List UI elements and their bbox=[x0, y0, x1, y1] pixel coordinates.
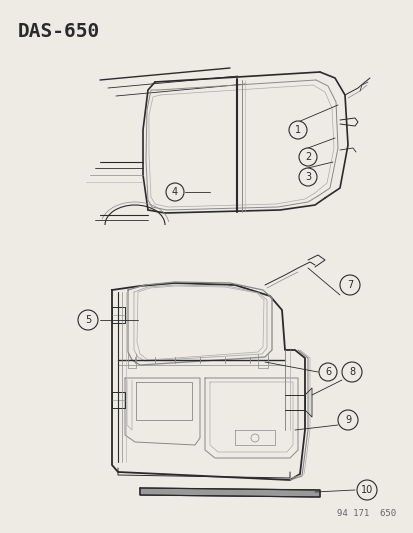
Text: 9: 9 bbox=[344, 415, 350, 425]
Circle shape bbox=[356, 480, 376, 500]
Circle shape bbox=[337, 410, 357, 430]
Circle shape bbox=[288, 121, 306, 139]
Text: 10: 10 bbox=[360, 485, 372, 495]
Text: 6: 6 bbox=[324, 367, 330, 377]
Text: 8: 8 bbox=[348, 367, 354, 377]
Text: 4: 4 bbox=[171, 187, 178, 197]
Circle shape bbox=[78, 310, 98, 330]
Circle shape bbox=[298, 148, 316, 166]
Text: 3: 3 bbox=[304, 172, 310, 182]
Text: 7: 7 bbox=[346, 280, 352, 290]
Circle shape bbox=[166, 183, 183, 201]
Text: 1: 1 bbox=[294, 125, 300, 135]
Text: 5: 5 bbox=[85, 315, 91, 325]
Circle shape bbox=[298, 168, 316, 186]
Circle shape bbox=[339, 275, 359, 295]
Text: DAS-650: DAS-650 bbox=[18, 22, 100, 41]
Text: 94 171  650: 94 171 650 bbox=[336, 509, 395, 518]
Text: 2: 2 bbox=[304, 152, 311, 162]
Circle shape bbox=[341, 362, 361, 382]
Polygon shape bbox=[140, 488, 319, 497]
Circle shape bbox=[318, 363, 336, 381]
